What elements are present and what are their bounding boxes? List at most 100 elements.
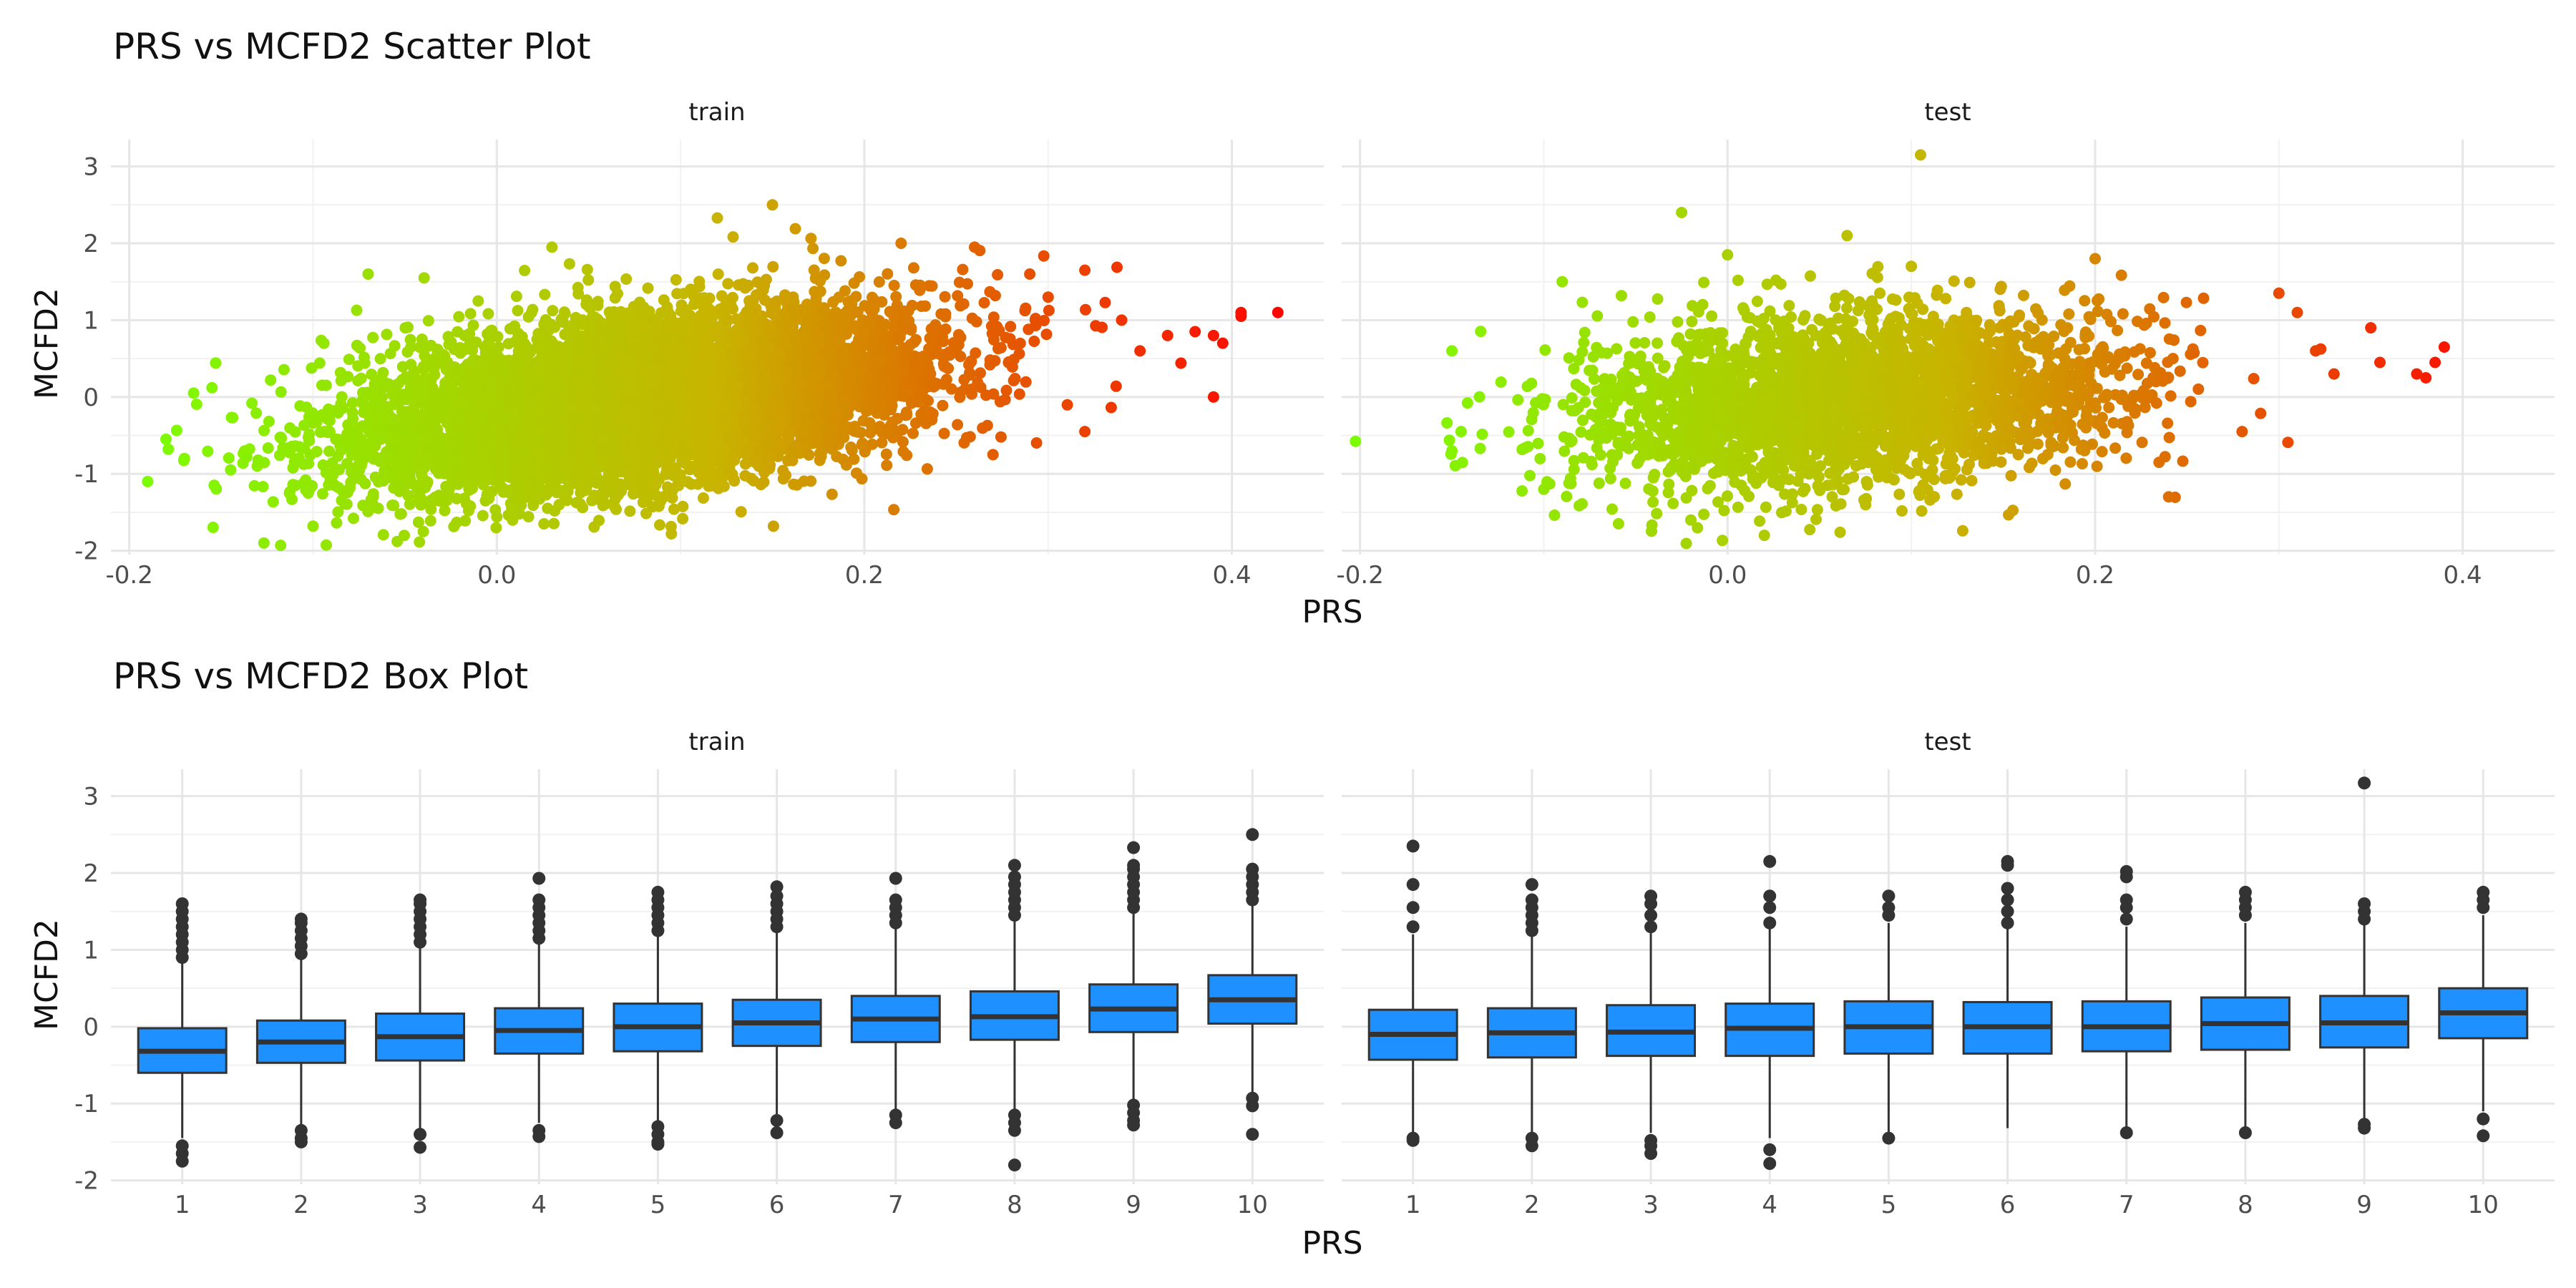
- scatter-title: PRS vs MCFD2 Scatter Plot: [113, 26, 591, 67]
- scatter-point: [846, 444, 858, 457]
- scatter-point: [978, 297, 990, 308]
- scatter-point: [1105, 401, 1117, 414]
- scatter-point: [359, 477, 371, 489]
- scatter-point: [852, 306, 864, 318]
- scatter-point: [910, 333, 922, 346]
- scatter-point: [388, 499, 400, 512]
- scatter-point: [680, 304, 693, 316]
- scatter-point: [539, 288, 551, 301]
- scatter-point: [965, 355, 977, 367]
- scatter-point: [888, 280, 900, 291]
- scatter-point: [522, 511, 535, 523]
- scatter-point: [727, 231, 739, 243]
- scatter-point: [490, 522, 502, 534]
- scatter-point: [881, 459, 893, 472]
- scatter-point: [538, 518, 550, 530]
- scatter-point: [418, 272, 430, 284]
- scatter-point: [346, 397, 358, 409]
- scatter-point: [313, 357, 326, 369]
- scatter-point: [957, 298, 970, 310]
- scatter-point: [964, 431, 976, 443]
- scatter-point: [854, 271, 866, 283]
- scatter-point: [1000, 384, 1013, 396]
- scatter-point: [332, 506, 344, 518]
- scatter-point: [453, 311, 465, 323]
- scatter-point: [992, 269, 1004, 280]
- scatter-point: [512, 305, 524, 317]
- scatter-point: [472, 295, 484, 307]
- scatter-point: [482, 308, 494, 320]
- scatter-point: [339, 498, 351, 510]
- scatter-point: [914, 284, 926, 296]
- scatter-point: [451, 517, 463, 528]
- scatter-point: [252, 454, 264, 466]
- scatter-point: [952, 290, 964, 302]
- scatter-point: [202, 445, 214, 457]
- scatter-point: [620, 273, 633, 285]
- x-tick-label: -0.2: [106, 561, 153, 590]
- scatter-point: [637, 497, 649, 508]
- scatter-point: [298, 419, 311, 431]
- scatter-point: [939, 291, 951, 303]
- scatter-strip-train: train: [688, 98, 745, 127]
- scatter-point: [1014, 337, 1026, 349]
- scatter-point: [666, 492, 678, 504]
- scatter-point: [414, 536, 426, 548]
- scatter-point: [788, 478, 800, 490]
- scatter-point: [807, 243, 819, 255]
- scatter-point: [570, 497, 582, 509]
- scatter-point: [763, 462, 776, 474]
- scatter-point: [938, 427, 950, 439]
- scatter-point: [563, 258, 575, 270]
- scatter-point: [697, 492, 709, 504]
- scatter-point: [374, 353, 386, 365]
- scatter-point: [992, 343, 1004, 355]
- scatter-point: [424, 514, 436, 527]
- scatter-point: [522, 311, 535, 323]
- scatter-point: [262, 442, 274, 454]
- scatter-section: PRS vs MCFD2 Scatter Plot train test -0.…: [29, 26, 2555, 630]
- scatter-point: [739, 458, 751, 470]
- scatter-point: [760, 273, 772, 286]
- scatter-point: [588, 521, 600, 533]
- scatter-point: [1040, 328, 1053, 341]
- scatter-point: [250, 407, 263, 419]
- scatter-point: [267, 496, 279, 508]
- scatter-point: [246, 397, 258, 409]
- scatter-point: [876, 436, 888, 449]
- scatter-point: [767, 520, 779, 532]
- scatter-point: [341, 457, 353, 469]
- scatter-point: [395, 508, 407, 520]
- scatter-point: [510, 291, 522, 303]
- x-tick-label: 0.0: [477, 561, 516, 590]
- scatter-point: [1061, 399, 1073, 411]
- scatter-point: [225, 411, 238, 424]
- scatter-point: [507, 514, 519, 526]
- scatter-point: [519, 265, 531, 276]
- scatter-point: [401, 346, 414, 358]
- x-tick-label: 0.4: [1213, 561, 1252, 590]
- scatter-point: [907, 262, 919, 274]
- scatter-point: [367, 331, 379, 343]
- scatter-point: [921, 463, 933, 475]
- scatter-point: [316, 488, 328, 500]
- scatter-point: [258, 537, 270, 549]
- scatter-point: [425, 503, 437, 515]
- scatter-point: [348, 512, 359, 525]
- scatter-point: [443, 338, 455, 351]
- scatter-strip-test: test: [1924, 98, 1971, 127]
- scatter-point: [225, 464, 237, 476]
- scatter-point: [581, 263, 593, 275]
- scatter-point: [343, 353, 355, 366]
- scatter-point: [1000, 331, 1012, 343]
- scatter-point: [422, 315, 434, 327]
- scatter-point: [1080, 303, 1091, 316]
- scatter-point: [940, 361, 952, 374]
- scatter-point: [880, 448, 892, 460]
- scatter-point: [311, 446, 323, 457]
- scatter-point: [970, 316, 982, 328]
- scatter-point: [907, 427, 919, 439]
- scatter-point: [873, 276, 885, 288]
